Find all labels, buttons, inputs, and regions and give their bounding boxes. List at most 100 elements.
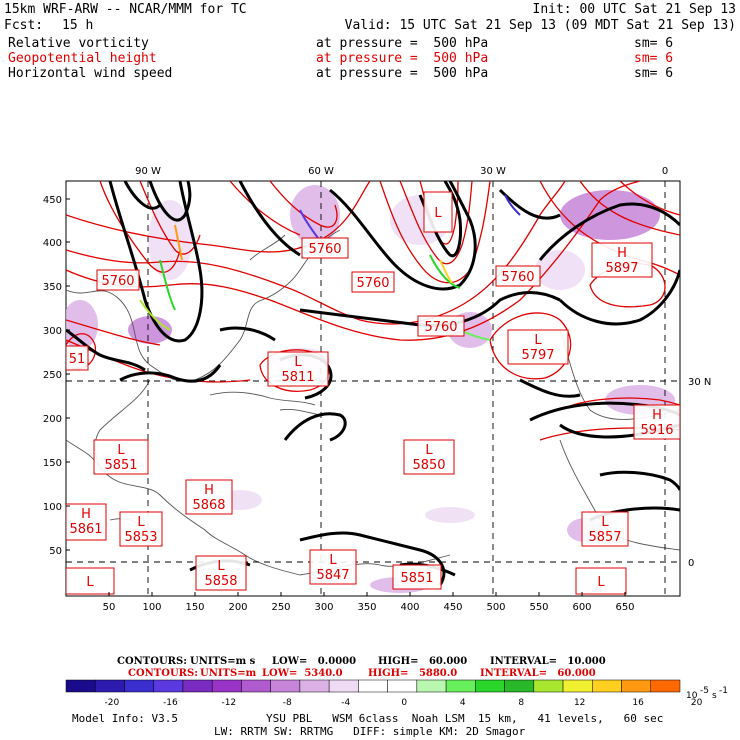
y-tick-label: 250 [43, 370, 62, 381]
pressure-system-type: L [425, 443, 433, 458]
y-tick-label: 350 [43, 282, 62, 293]
pressure-system-type: H [617, 246, 627, 261]
pressure-system-value: 5858 [204, 574, 237, 589]
color-bar-label: -8 [283, 698, 292, 708]
color-bar-label: -16 [163, 698, 178, 708]
contours-height-low: LOW= 5340.0 [262, 668, 343, 679]
color-bar-segment [562, 679, 593, 693]
contours-wind-label: CONTOURS: [117, 656, 187, 667]
color-bar-label: -20 [105, 698, 120, 708]
color-bar-segment [592, 679, 622, 693]
color-bar-segment [299, 679, 330, 693]
contours-height-interval: INTERVAL= 60.000 [480, 668, 596, 679]
lon-label-0: 0 [662, 166, 668, 177]
contours-height-units: UNITS=m [200, 668, 257, 679]
color-bar-segment [211, 679, 242, 693]
color-bar-unit-suffix: s [712, 691, 717, 701]
pressure-system-type: L [329, 553, 337, 568]
y-tick-label: 200 [43, 414, 62, 425]
color-bar-segment [182, 679, 213, 693]
color-bar-segment [621, 679, 652, 693]
physics-line-1: YSU PBL WSM 6class Noah LSM 15 km, 41 le… [266, 712, 664, 725]
pressure-system-value: 5857 [588, 530, 621, 545]
contours-wind-high: HIGH= 60.000 [378, 656, 468, 667]
pressure-system-box: 5760 [495, 265, 541, 287]
pressure-system-value: 5760 [424, 320, 457, 335]
pressure-system-type: L [86, 575, 94, 590]
pressure-system-value: 5851 [400, 571, 433, 586]
color-bar-label: -12 [221, 698, 236, 708]
field-name-vorticity: Relative vorticity [8, 36, 149, 51]
pressure-system-value: 5851 [104, 458, 137, 473]
color-bar-label: 12 [574, 698, 585, 708]
color-bar-segment [241, 679, 271, 693]
color-bar-label: 0 [401, 698, 407, 708]
color-bar: -20 -16 -12 -8 -4 0 4 8 12 16 20 [65, 679, 703, 708]
x-tick-label: 250 [271, 602, 290, 613]
pressure-system-type: L [434, 206, 442, 221]
color-bar-segment [445, 679, 476, 693]
wind-speed-shading [139, 194, 521, 383]
field-level-vorticity: at pressure = 500 hPa [316, 36, 489, 51]
color-bar-unit: 10 [686, 691, 698, 701]
pressure-system-value: 5853 [124, 530, 157, 545]
forecast-hour: 15 h [62, 18, 94, 33]
field-name-geopotential: Geopotential height [8, 51, 157, 66]
pressure-system-value: 5760 [101, 274, 134, 289]
field-smooth-geopotential: sm= 6 [634, 51, 674, 66]
pressure-system-value: 5850 [412, 458, 445, 473]
x-tick-label: 50 [103, 602, 116, 613]
y-axis-ticks: 450 400 350 300 250 200 150 100 50 [43, 195, 70, 557]
lon-label-60w: 60 W [308, 166, 334, 177]
color-bar-segment [650, 679, 681, 693]
pressure-system-box: 5851 [392, 564, 442, 590]
y-tick-label: 50 [49, 546, 62, 557]
pressure-system-type: H [652, 408, 662, 423]
model-info: Model Info: V3.5 [72, 712, 178, 725]
x-tick-label: 100 [142, 602, 161, 613]
color-bar-label: 20 [691, 698, 703, 708]
pressure-system-type: L [117, 443, 125, 458]
field-smooth-vorticity: sm= 6 [634, 36, 674, 51]
color-bar-segment [533, 679, 564, 693]
color-bar-segment [387, 679, 418, 693]
color-bar-label: -4 [341, 698, 350, 708]
y-tick-label: 100 [43, 502, 62, 513]
x-tick-label: 650 [615, 602, 634, 613]
pressure-system-value: 5760 [308, 242, 341, 257]
color-bar-label: 8 [518, 698, 524, 708]
field-level-wind: at pressure = 500 hPa [316, 66, 489, 81]
lon-label-90w: 90 W [135, 166, 161, 177]
x-tick-label: 300 [314, 602, 333, 613]
pressure-system-box: L [423, 191, 453, 233]
x-tick-label: 550 [529, 602, 548, 613]
pressure-system-type: L [601, 515, 609, 530]
y-tick-label: 400 [43, 238, 62, 249]
color-bar-segment [504, 679, 535, 693]
field-name-wind: Horizontal wind speed [8, 66, 173, 81]
color-bar-segment [358, 679, 388, 693]
color-bar-segment [124, 679, 154, 693]
longitude-labels: 90 W 60 W 30 W 0 [135, 166, 668, 177]
pressure-system-value: 5897 [605, 261, 638, 276]
pressure-system-type: H [81, 507, 91, 522]
pressure-system-box: 5760 [301, 237, 349, 259]
pressure-system-type: H [204, 483, 214, 498]
field-smooth-wind: sm= 6 [634, 66, 674, 81]
color-bar-segment [65, 679, 96, 693]
contours-wind-low: LOW= 0.0000 [272, 656, 357, 667]
lat-label-30n: 30 N [688, 377, 711, 388]
pressure-system-type: L [294, 355, 302, 370]
pressure-system-type: L [534, 333, 542, 348]
pressure-system-value: 5847 [316, 568, 349, 583]
lat-label-0: 0 [688, 558, 694, 569]
lon-label-30w: 30 W [480, 166, 506, 177]
